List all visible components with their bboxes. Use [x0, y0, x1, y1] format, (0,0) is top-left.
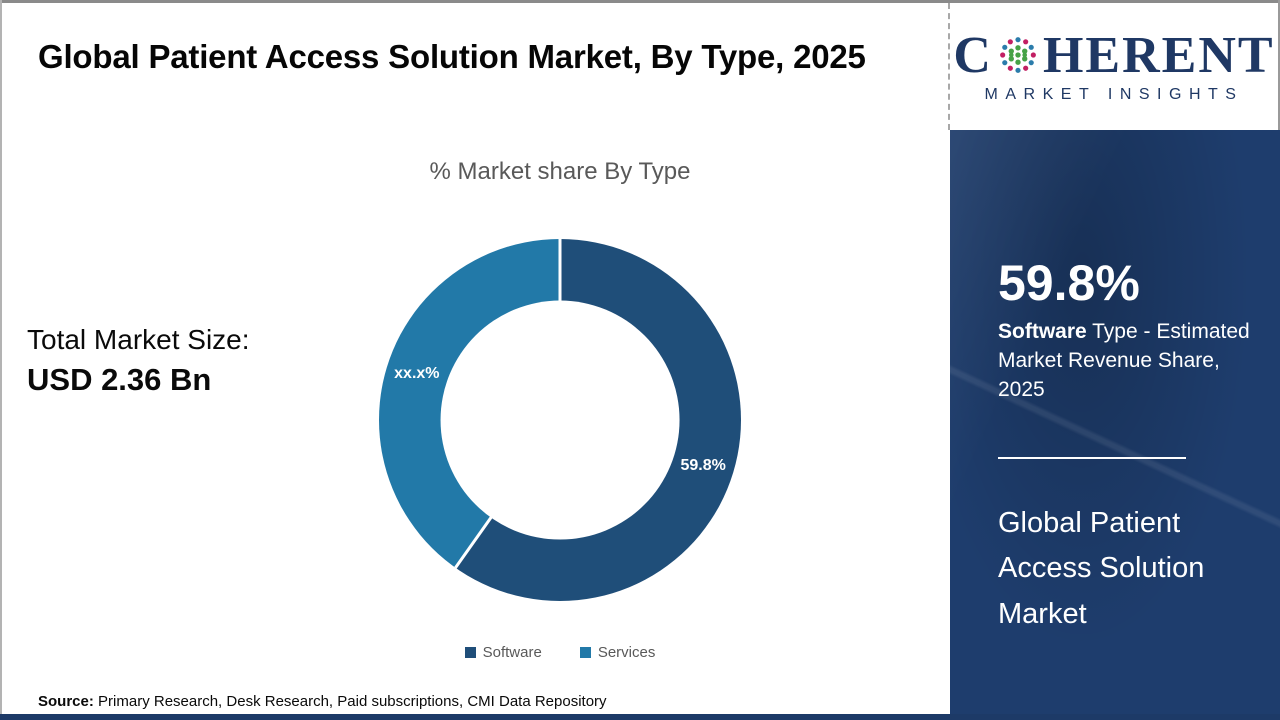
- brand-logo: C: [948, 3, 1278, 130]
- total-market-size-label: Total Market Size:: [27, 324, 250, 355]
- source-note: Source: Primary Research, Desk Research,…: [38, 693, 607, 710]
- slice-label: xx.x%: [394, 365, 440, 383]
- brand-letters-rest: HERENT: [1042, 26, 1275, 84]
- stat-segment-name: Software: [998, 320, 1087, 343]
- chart-legend: Software Services: [330, 644, 790, 661]
- panel-divider: [998, 456, 1186, 459]
- source-text: Primary Research, Desk Research, Paid su…: [93, 693, 607, 710]
- brand-letter-c: C: [953, 26, 993, 84]
- legend-swatch: [464, 647, 476, 658]
- legend-swatch: [579, 647, 591, 658]
- legend-label: Software: [482, 644, 542, 661]
- donut-hole: [440, 300, 680, 540]
- stat-value: 59.8%: [998, 255, 1140, 311]
- slice-label: 59.8%: [680, 456, 726, 474]
- brand-tagline: MARKET INSIGHTS: [984, 85, 1244, 103]
- brand-wordmark: C: [953, 26, 1275, 84]
- donut-chart[interactable]: 59.8% xx.x%: [379, 239, 741, 601]
- legend-item-software[interactable]: Software: [464, 644, 542, 661]
- total-market-size: Total Market Size: USD 2.36 Bn: [27, 324, 250, 398]
- legend-label: Services: [597, 644, 656, 661]
- legend-item-services[interactable]: Services: [579, 644, 656, 661]
- globe-dots-icon: [1000, 36, 1036, 73]
- page-title: Global Patient Access Solution Market, B…: [38, 38, 866, 75]
- highlight-panel: 59.8% Software Type - Estimated Market R…: [950, 130, 1280, 715]
- stat-description: Software Type - Estimated Market Revenue…: [998, 320, 1250, 401]
- chart-title: % Market share By Type: [429, 158, 691, 185]
- bottom-accent-bar: [0, 714, 1280, 720]
- right-edge-border: [1278, 0, 1280, 130]
- source-label: Source:: [38, 693, 94, 710]
- top-edge-border: [0, 0, 1280, 3]
- total-market-size-value: USD 2.36 Bn: [27, 362, 212, 397]
- left-edge-border: [0, 0, 2, 720]
- panel-market-name: Global Patient Access Solution Market: [998, 506, 1205, 630]
